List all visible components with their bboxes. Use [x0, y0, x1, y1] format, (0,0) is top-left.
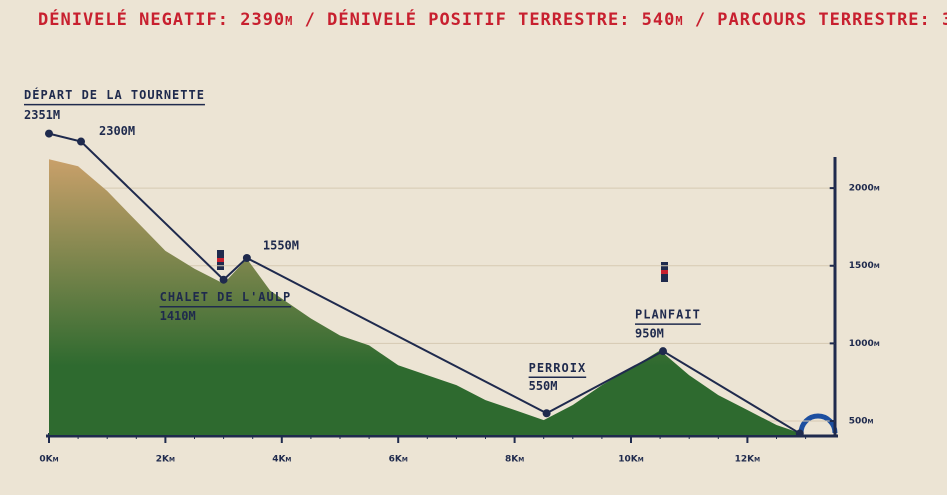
point-name: CHALET DE L'AULP: [160, 290, 292, 304]
x-tick-label: 4Km: [272, 455, 291, 465]
terrain-area: [49, 159, 800, 436]
route-point: [659, 347, 668, 356]
x-tick-label: 10Km: [618, 455, 643, 465]
y-tick-label: 1000m: [849, 339, 880, 349]
point-name: PLANFAIT: [635, 308, 701, 322]
route-point: [242, 253, 251, 262]
route-point: [45, 129, 53, 138]
chart-title: DÉNIVELÉ NEGATIF: 2390m / DÉNIVELÉ POSIT…: [38, 8, 947, 30]
x-tick-label: 12Km: [735, 455, 760, 465]
x-tick-label: 8Km: [505, 455, 524, 465]
point-value: 1410M: [160, 309, 196, 323]
point-value: 950M: [635, 327, 664, 341]
route-point: [542, 409, 551, 418]
x-tick-label: 2Km: [156, 455, 175, 465]
route-point: [219, 275, 228, 284]
y-tick-label: 1500m: [849, 261, 880, 271]
y-tick-label: 2000m: [849, 184, 880, 194]
y-tick-label: 500m: [849, 417, 874, 427]
point-value: 1550M: [263, 238, 299, 252]
route-point: [795, 429, 804, 438]
x-tick-label: 6Km: [389, 455, 408, 465]
route-point: [77, 137, 86, 146]
finish-arch: [798, 413, 838, 434]
point-name: PERROIX: [529, 361, 587, 375]
point-value: 2351M: [24, 108, 60, 122]
point-value: 550M: [529, 379, 558, 393]
point-name: DÉPART DE LA TOURNETTE: [24, 87, 205, 102]
point-value: 2300M: [99, 124, 135, 138]
cans: [217, 250, 668, 282]
x-tick-label: 0Km: [39, 455, 58, 465]
